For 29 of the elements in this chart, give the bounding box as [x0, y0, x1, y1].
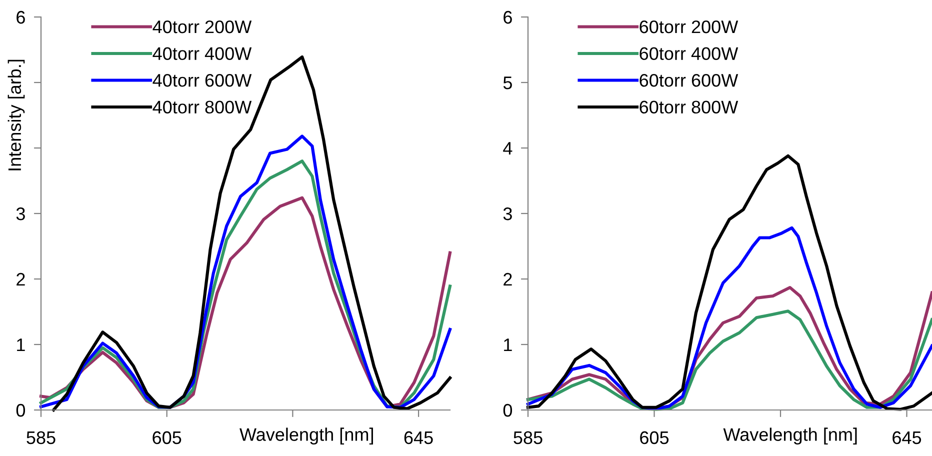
x-tick-label: 585	[26, 431, 56, 444]
legend-label: 60torr 200W	[640, 20, 738, 34]
y-tick-label: 1	[17, 338, 25, 352]
legend-label: 40torr 600W	[152, 74, 252, 87]
legend-label: 40torr 400W	[152, 47, 252, 60]
x-tick-label: 605	[152, 431, 182, 444]
y-tick-label: 5	[503, 76, 512, 90]
y-tick-label: 6	[16, 10, 25, 24]
legend-label: 60torr 800W	[640, 100, 738, 114]
legend-label: 40torr 200W	[152, 20, 252, 34]
x-tick-label: 605	[640, 431, 669, 444]
y-tick-label: 0	[16, 404, 26, 417]
y-tick-label: 3	[16, 207, 25, 220]
x-tick-label: 645	[892, 431, 922, 444]
y-tick-label: 2	[504, 272, 512, 286]
x-axis-title: Wavelength [nm]	[723, 428, 857, 445]
x-axis-title: Wavelength [nm]	[240, 428, 373, 445]
y-axis-title: Intensity [arb.]	[8, 60, 25, 170]
legend-label: 60torr 600W	[640, 74, 738, 87]
y-tick-label: 6	[504, 10, 512, 24]
y-tick-label: 2	[16, 272, 25, 286]
legend-label: 40torr 800W	[152, 100, 252, 114]
y-tick-label: 4	[503, 142, 512, 155]
x-tick-label: 585	[514, 431, 542, 444]
legend-label: 60torr 400W	[640, 47, 738, 60]
y-tick-label: 0	[503, 404, 512, 417]
y-tick-label: 3	[503, 207, 512, 220]
x-tick-label: 645	[404, 431, 433, 444]
y-tick-label: 1	[504, 338, 512, 352]
